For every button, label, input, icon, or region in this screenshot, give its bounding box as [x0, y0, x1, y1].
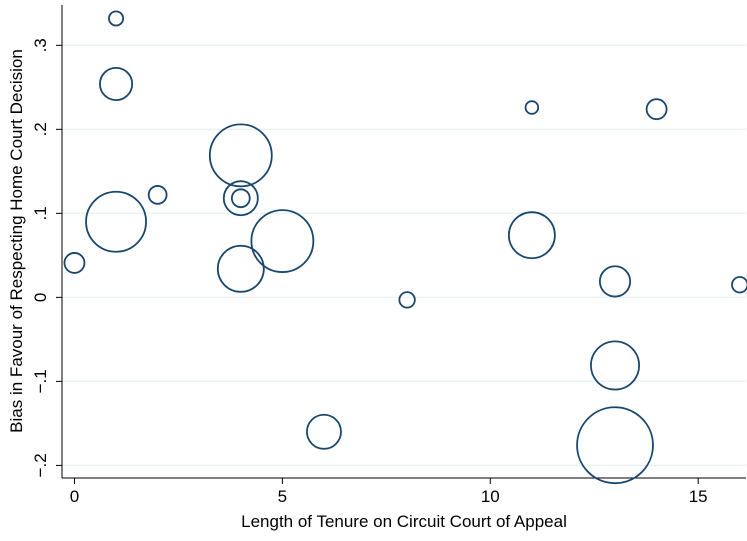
- bubble: [250, 209, 315, 273]
- x-tick-label: 5: [278, 487, 287, 506]
- bubble: [208, 123, 273, 188]
- bubble: [731, 276, 747, 294]
- y-tick-label: .3: [31, 38, 50, 52]
- bubble: [99, 66, 134, 101]
- y-tick-label: 0: [31, 293, 50, 302]
- bubble: [306, 413, 342, 450]
- y-tick-label: −.2: [31, 453, 50, 477]
- x-tick-label: 10: [481, 487, 500, 506]
- y-axis-label: Bias in Favour of Respecting Home Court …: [7, 49, 26, 433]
- bubble: [524, 100, 540, 115]
- y-tick-label: .1: [31, 206, 50, 220]
- bubble: [598, 265, 632, 298]
- bubble: [147, 185, 168, 205]
- bubble: [576, 406, 654, 485]
- bubble: [222, 180, 259, 217]
- bubble: [507, 211, 556, 260]
- bubble: [63, 252, 86, 274]
- x-axis-label: Length of Tenure on Circuit Court of App…: [241, 512, 567, 531]
- x-tick-label: 15: [689, 487, 708, 506]
- bubble: [85, 190, 147, 253]
- y-tick-label: .2: [31, 122, 50, 136]
- y-tick-label: −.1: [31, 369, 50, 393]
- bubble: [590, 340, 641, 391]
- bubble: [398, 291, 416, 309]
- bubble: [216, 244, 265, 293]
- x-tick-label: 0: [70, 487, 79, 506]
- bubble: [108, 10, 125, 27]
- bubble: [645, 98, 668, 121]
- bubble: [230, 188, 251, 209]
